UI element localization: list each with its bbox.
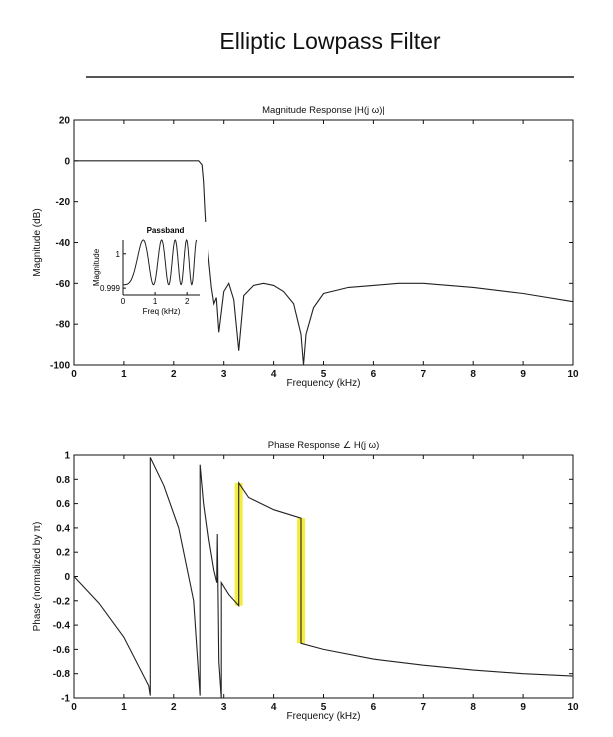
phase-y-tick-label: 0	[64, 572, 70, 583]
phase-y-tick-label: 0.4	[56, 523, 70, 534]
magnitude-y-tick-label: -100	[50, 361, 70, 372]
phase-x-tick-label: 10	[567, 702, 579, 713]
phase-y-tick-label: -0.8	[53, 669, 71, 680]
phase-x-tick-label: 0	[71, 702, 77, 713]
phase-x-tick-label: 3	[221, 702, 227, 713]
magnitude-x-tick-label: 5	[321, 369, 327, 380]
magnitude-x-tick-label: 9	[520, 369, 526, 380]
magnitude-x-tick-label: 8	[470, 369, 476, 380]
phase-series-line-0	[73, 457, 574, 699]
inset-x-tick-label: 2	[185, 297, 190, 306]
magnitude-y-axis-label: Magnitude (dB)	[32, 208, 43, 276]
phase-x-tick-label: 4	[271, 702, 277, 713]
phase-x-tick-label: 8	[470, 702, 476, 713]
phase-x-tick-label: 9	[520, 702, 526, 713]
magnitude-x-tick-label: 6	[371, 369, 377, 380]
phase-x-axis-label: Frequency (kHz)	[287, 711, 361, 722]
phase-x-tick-label: 1	[121, 702, 127, 713]
inset-x-tick-label: 1	[153, 297, 158, 306]
magnitude-x-tick-label: 0	[71, 369, 77, 380]
magnitude-y-tick-label: -20	[56, 197, 71, 208]
phase-x-tick-label: 6	[371, 702, 377, 713]
magnitude-x-tick-label: 1	[121, 369, 127, 380]
magnitude-x-tick-label: 4	[271, 369, 277, 380]
inset-ripple-line	[123, 239, 198, 286]
magnitude-y-tick-label: -60	[56, 279, 71, 290]
magnitude-chart-title: Magnitude Response |H(j ω)|	[262, 105, 385, 116]
phase-y-tick-label: -0.4	[53, 621, 71, 632]
phase-x-tick-label: 2	[171, 702, 177, 713]
phase-y-tick-label: 0.6	[56, 499, 70, 510]
phase-plot-frame	[73, 454, 574, 699]
phase-y-tick-label: 1	[64, 451, 70, 462]
phase-y-tick-label: 0.8	[56, 475, 70, 486]
inset-y-tick-label: 0.999	[100, 284, 121, 293]
phase-y-tick-label: -0.2	[53, 596, 71, 607]
magnitude-y-tick-label: -80	[56, 320, 71, 331]
magnitude-y-tick-label: 20	[59, 116, 71, 127]
phase-chart-title: Phase Response ∠ H(j ω)	[268, 440, 380, 451]
magnitude-series-line-0	[74, 160, 574, 366]
slide-title: Elliptic Lowpass Filter	[219, 28, 441, 54]
phase-y-axis-label: Phase (normalized by π)	[32, 522, 43, 632]
inset-y-axis-label: Magnitude	[92, 248, 101, 286]
phase-y-tick-label: -0.6	[53, 645, 71, 656]
inset-title: Passband	[147, 226, 185, 235]
phase-y-tick-label: 0.2	[56, 548, 70, 559]
title-rule	[86, 76, 574, 78]
phase-x-tick-label: 5	[321, 702, 327, 713]
magnitude-y-tick-label: -40	[56, 238, 71, 249]
phase-y-tick-label: -1	[61, 694, 70, 705]
magnitude-chart: Magnitude Response |H(j ω)|0 1 2 3 4 5 6 7 8 9 102…	[32, 105, 579, 389]
magnitude-x-tick-label: 10	[567, 369, 579, 380]
magnitude-x-tick-label: 7	[421, 369, 427, 380]
magnitude-y-tick-label: 0	[64, 156, 70, 167]
magnitude-x-axis-label: Frequency (kHz)	[287, 378, 361, 389]
inset-x-tick-label: 0	[121, 297, 126, 306]
inset-y-tick-label: 1	[116, 250, 121, 259]
magnitude-x-tick-label: 3	[221, 369, 227, 380]
phase-x-tick-label: 7	[421, 702, 427, 713]
magnitude-x-tick-label: 2	[171, 369, 177, 380]
phase-chart: Phase Response ∠ H(j ω) 0 1 2 3 4 5 6 7 8 9 10 1 0.8 0…	[32, 440, 579, 722]
inset-x-axis-label: Freq (kHz)	[143, 307, 181, 316]
